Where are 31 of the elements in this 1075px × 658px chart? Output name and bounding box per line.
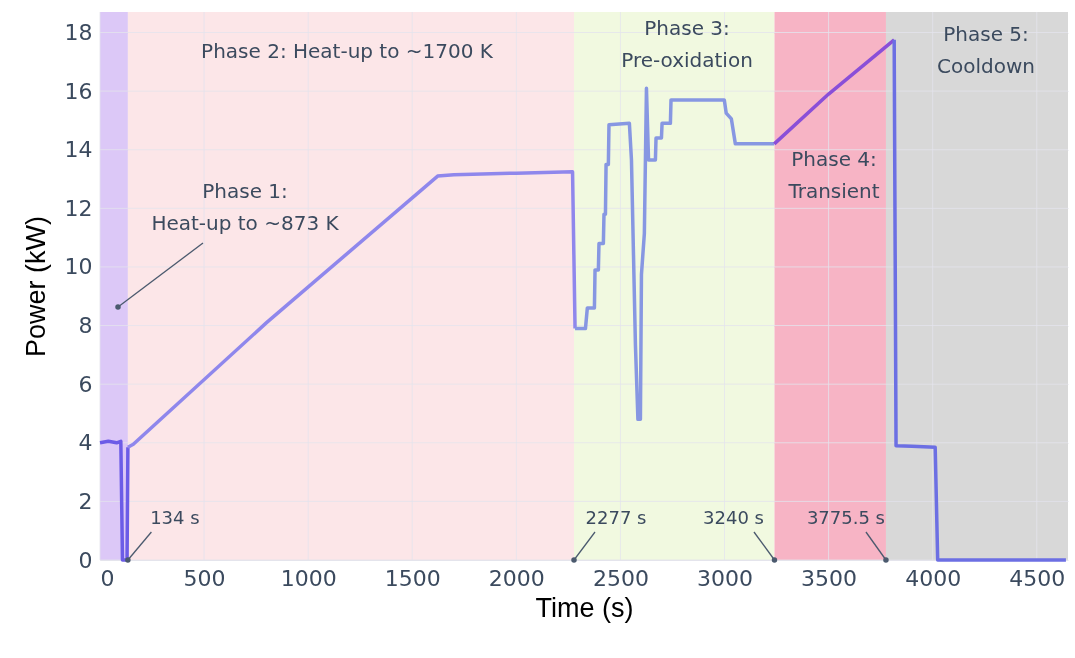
- y-tick-label: 2: [78, 488, 93, 514]
- x-tick-label: 0: [100, 565, 115, 591]
- y-tick-label: 10: [64, 254, 93, 280]
- y-tick-label: 16: [64, 78, 93, 104]
- y-tick-label: 18: [64, 20, 93, 46]
- y-tick-label: 6: [78, 371, 93, 397]
- x-tick-label: 2000: [488, 565, 545, 591]
- annotation: 2277 s: [585, 507, 647, 528]
- x-tick-label: 3000: [697, 565, 754, 591]
- band-label: Phase 3: Pre-oxidation: [621, 16, 753, 72]
- y-tick-label: 0: [78, 547, 93, 573]
- x-tick-label: 3500: [801, 565, 858, 591]
- y-tick-label: 4: [78, 430, 93, 456]
- x-tick-label: 1500: [384, 565, 441, 591]
- x-tick-label: 4000: [905, 565, 962, 591]
- annotation: 3775.5 s: [806, 507, 885, 528]
- band-label: Phase 1: Heat-up to ~873 K: [151, 179, 340, 235]
- band-label: Phase 4: Transient: [787, 147, 880, 203]
- y-tick-label: 12: [64, 195, 93, 221]
- annotation: 3240 s: [703, 507, 764, 528]
- x-tick-label: 500: [183, 565, 226, 591]
- y-axis-title: Power (kW): [20, 216, 51, 357]
- y-tick-label: 8: [78, 313, 93, 339]
- x-axis-title: Time (s): [535, 592, 634, 623]
- annotation: 134 s: [150, 507, 200, 528]
- y-tick-label: 14: [64, 137, 93, 163]
- x-tick-label: 1000: [280, 565, 337, 591]
- x-tick-label: 2500: [592, 565, 649, 591]
- band-label: Phase 5: Cooldown: [937, 22, 1035, 78]
- x-tick-label: 4500: [1009, 565, 1066, 591]
- band-label: Phase 2: Heat-up to ~1700 K: [201, 39, 494, 63]
